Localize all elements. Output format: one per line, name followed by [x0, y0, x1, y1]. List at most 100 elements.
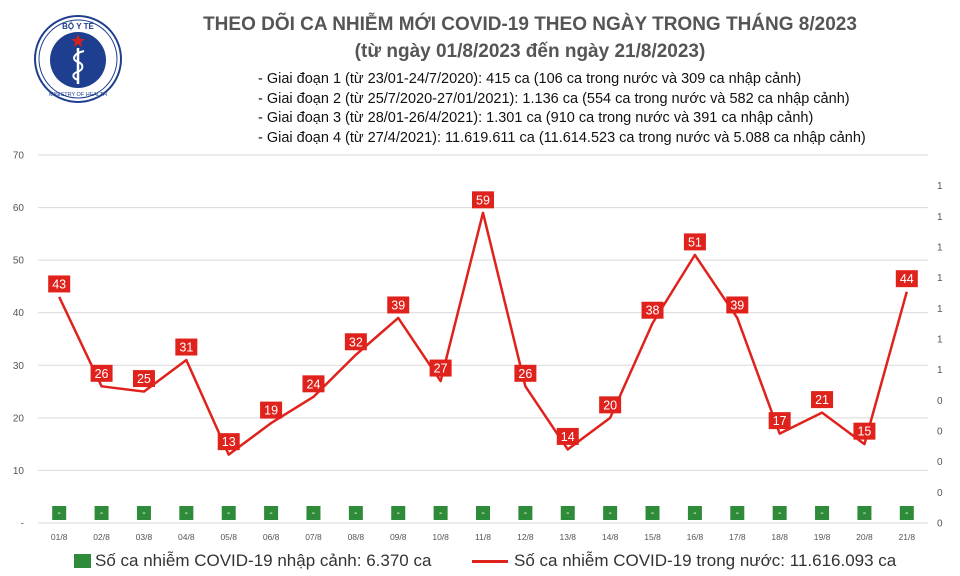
import-bar-label [433, 506, 448, 520]
import-data-label: - [100, 508, 103, 519]
x-tick-label: 05/8 [220, 532, 237, 542]
domestic-series-line [58, 211, 909, 456]
import-bar-label [136, 506, 151, 520]
chart-subtitle: (từ ngày 01/8/2023 đến ngày 21/8/2023) [354, 41, 706, 62]
domestic-data-label: 26 [518, 367, 532, 381]
x-tick-label: 11/8 [475, 532, 491, 542]
legend-bar-swatch [74, 554, 91, 568]
domestic-data-label-box [768, 412, 791, 430]
import-bar-label [476, 506, 490, 520]
domestic-data-label: 51 [688, 235, 702, 249]
import-data-label: - [863, 508, 866, 519]
domestic-data-label: 25 [137, 372, 151, 386]
domestic-data-label: 15 [857, 425, 871, 439]
import-data-label: - [397, 508, 400, 519]
y2-tick-label: 1 [937, 212, 943, 223]
x-tick-label: 19/8 [814, 532, 831, 542]
x-tick-label: 21/8 [899, 532, 916, 542]
x-tick-label: 01/8 [51, 532, 68, 542]
import-data-label: - [354, 508, 357, 519]
import-data-label: - [58, 508, 61, 519]
y2-tick-label: 1 [937, 181, 943, 192]
domestic-data-label-box [344, 333, 367, 351]
domestic-data-label: 59 [476, 193, 490, 207]
y2-tick-label: 1 [937, 304, 943, 315]
y2-tick-label: 1 [937, 335, 943, 346]
import-data-label: - [651, 508, 654, 519]
x-tick-label: 14/8 [602, 532, 619, 542]
import-data-label: - [439, 508, 442, 519]
import-bar-label [94, 506, 109, 520]
y-tick-label: 10 [13, 466, 25, 477]
legend-imported: Số ca nhiễm COVID-19 nhập cảnh: 6.370 ca [74, 549, 431, 573]
domestic-data-label: 32 [349, 335, 363, 349]
import-bar-label [221, 506, 236, 520]
import-bar-label [645, 506, 660, 520]
y2-tick-label: 1 [937, 273, 943, 284]
x-tick-label: 04/8 [178, 532, 195, 542]
y2-tick-label: 0 [937, 488, 943, 499]
domestic-data-label-box [895, 270, 918, 288]
import-data-label: - [227, 508, 230, 519]
star-icon [71, 34, 85, 47]
x-tick-label: 15/8 [644, 532, 661, 542]
domestic-data-label-box [48, 275, 71, 293]
phase-note: - Giai đoạn 3 (từ 28/01-26/4/2021): 1.30… [258, 110, 814, 127]
import-data-label: - [481, 508, 484, 519]
import-bar-label [815, 506, 830, 520]
import-data-label: - [566, 508, 569, 519]
import-data-label: - [269, 508, 272, 519]
import-data-label: - [905, 508, 908, 519]
legend-imported-label: Số ca nhiễm COVID-19 nhập cảnh: 6.370 ca [95, 551, 432, 570]
logo-bottom-text: MINISTRY OF HEALTH [49, 92, 107, 98]
domestic-data-label-box [132, 370, 155, 388]
domestic-data-label-box [260, 401, 283, 419]
import-bar-label [306, 506, 321, 520]
phase-notes: - Giai đoạn 1 (từ 23/01-24/7/2020): 415 … [258, 70, 866, 148]
import-data-label: - [142, 508, 145, 519]
domestic-data-label: 39 [730, 298, 744, 312]
import-data-label: - [778, 508, 781, 519]
y2-tick-label: 1 [937, 365, 943, 376]
x-tick-label: 12/8 [517, 532, 534, 542]
import-data-label: - [820, 508, 823, 519]
logo-top-text: BỘ Y TẾ [62, 21, 94, 31]
domestic-data-label: 13 [222, 435, 236, 449]
domestic-data-label: 17 [773, 414, 787, 428]
import-bar-label [52, 506, 67, 520]
x-tick-label: 09/8 [390, 532, 407, 542]
y-tick-label: 60 [13, 203, 25, 214]
x-tick-label: 06/8 [263, 532, 280, 542]
import-bar-label [179, 506, 194, 520]
chart-title: THEO DÕI CA NHIỄM MỚI COVID-19 THEO NGÀY… [203, 14, 857, 35]
domestic-data-label-box [429, 359, 452, 377]
domestic-data-label-box [90, 364, 113, 382]
domestic-data-label: 24 [307, 377, 321, 391]
domestic-data-label-box [514, 364, 537, 382]
phase-note: - Giai đoạn 4 (từ 27/4/2021): 11.619.611… [258, 129, 866, 146]
import-data-label: - [608, 508, 611, 519]
x-tick-label: 08/8 [348, 532, 365, 542]
import-data-label: - [736, 508, 739, 519]
domestic-data-label: 38 [646, 304, 660, 318]
domestic-data-label-box [175, 338, 198, 356]
x-tick-label: 18/8 [771, 532, 788, 542]
import-data-label: - [524, 508, 527, 519]
domestic-data-label-box [472, 191, 494, 209]
import-bar-label [687, 506, 702, 520]
domestic-data-label-box [302, 375, 325, 393]
domestic-data-label: 14 [561, 430, 575, 444]
y2-tick-label: 0 [937, 519, 943, 530]
import-data-label: - [185, 508, 188, 519]
y2-tick-label: 0 [937, 396, 943, 407]
y-tick-label: 30 [13, 361, 25, 372]
legend-domestic-label: Số ca nhiễm COVID-19 trong nước: 11.616.… [514, 551, 897, 570]
domestic-data-label-box [599, 396, 622, 414]
domestic-data-label-box [641, 301, 664, 319]
legend-domestic: Số ca nhiễm COVID-19 trong nước: 11.616.… [472, 549, 896, 573]
y2-tick-label: 0 [937, 457, 943, 468]
domestic-data-label: 26 [95, 367, 109, 381]
import-data-label: - [312, 508, 315, 519]
import-bar-label [772, 506, 787, 520]
